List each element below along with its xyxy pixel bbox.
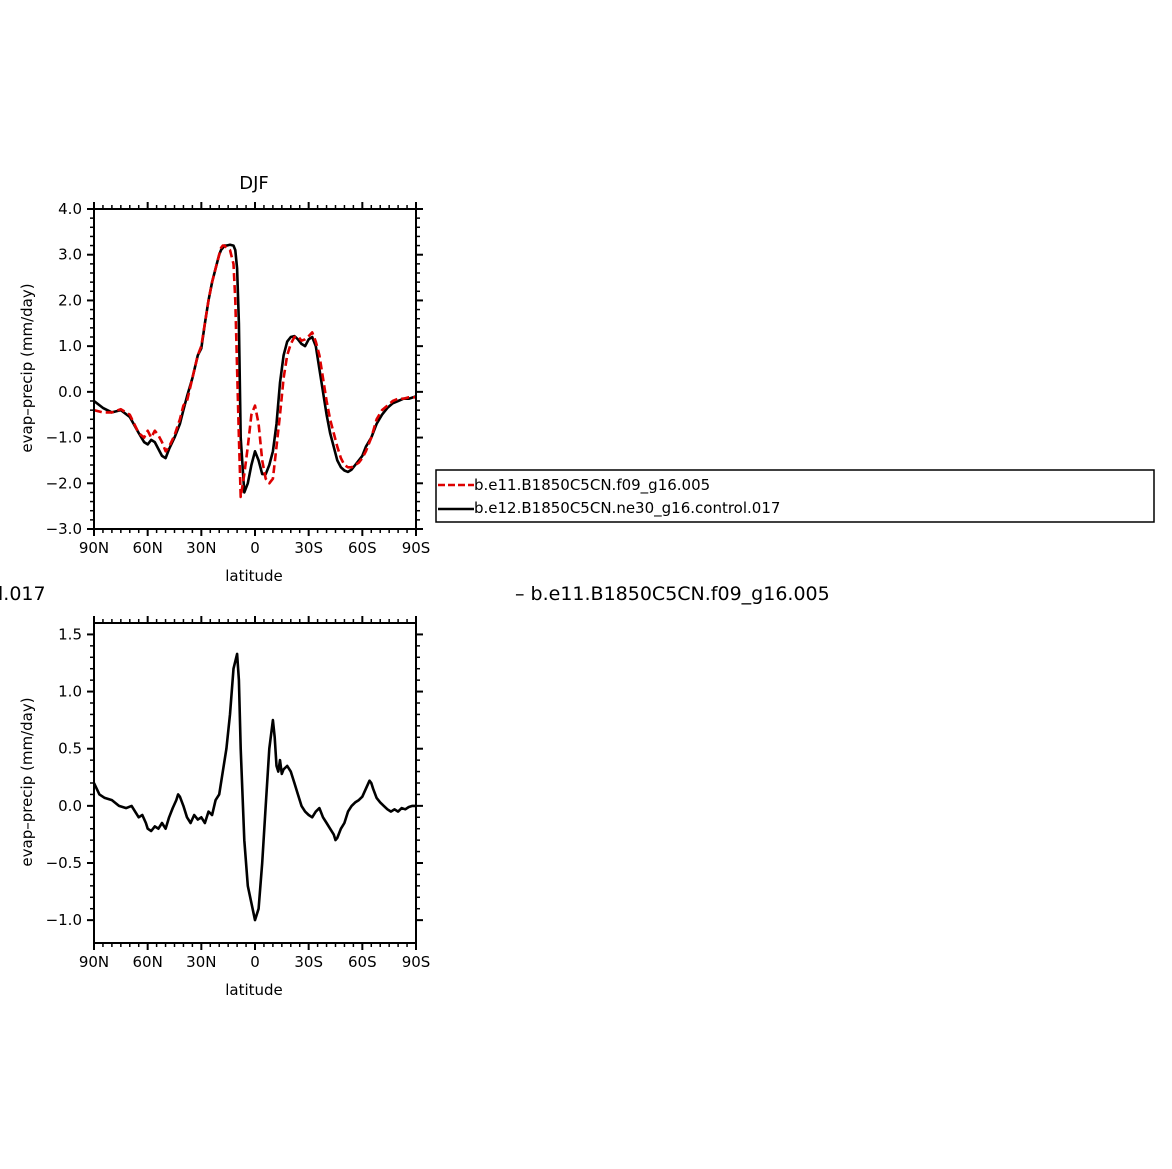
chart-title: DJF [239, 173, 269, 194]
y-tick-label: −0.5 [46, 854, 82, 872]
legend: b.e11.B1850C5CN.f09_g16.005 b.e12.B1850C… [435, 469, 1155, 523]
y-tick-label: 1.0 [58, 683, 82, 701]
y-tick-label: 2.0 [58, 291, 82, 309]
x-tick-label: 60N [133, 539, 163, 557]
clipped-series-label-left: l.017 [0, 583, 46, 605]
x-axis-label: latitude [225, 567, 283, 585]
y-tick-label: −3.0 [46, 520, 82, 538]
legend-box [435, 469, 1155, 523]
x-tick-label: 60S [348, 953, 377, 971]
y-tick-label: 4.0 [58, 200, 82, 218]
x-tick-label: 90S [402, 539, 431, 557]
y-tick-label: 0.0 [58, 797, 82, 815]
x-tick-label: 60S [348, 539, 377, 557]
x-tick-label: 90N [79, 539, 109, 557]
y-tick-label: −1.0 [46, 429, 82, 447]
y-tick-label: 3.0 [58, 246, 82, 264]
x-tick-label: 30N [186, 539, 216, 557]
x-tick-label: 30S [294, 953, 323, 971]
chart-bottom: 90N 60N 30N 0 30S 60S 90S−1.0−0.50.00.51.01.5 … [18, 616, 430, 999]
x-tick-label: 30S [294, 539, 323, 557]
y-tick-label: 1.0 [58, 337, 82, 355]
x-axis-label: latitude [225, 981, 283, 999]
legend-label-2: b.e12.B1850C5CN.ne30_g16.control.017 [474, 499, 780, 518]
y-tick-label: −1.0 [46, 911, 82, 929]
y-axis-label: evap–precip (mm/day) [18, 697, 36, 866]
x-tick-label: 90S [402, 953, 431, 971]
y-tick-label: 1.5 [58, 625, 82, 643]
y-tick-label: 0.5 [58, 740, 82, 758]
x-tick-label: 30N [186, 953, 216, 971]
x-tick-label: 90N [79, 953, 109, 971]
clipped-series-label-right: – b.e11.B1850C5CN.f09_g16.005 [515, 583, 830, 605]
series-line-2 [94, 243, 416, 494]
series-line-1 [94, 244, 416, 499]
y-tick-label: 0.0 [58, 383, 82, 401]
legend-label-1: b.e11.B1850C5CN.f09_g16.005 [474, 476, 710, 495]
x-tick-label: 60N [133, 953, 163, 971]
y-tick-label: −2.0 [46, 474, 82, 492]
y-axis-label: evap–precip (mm/day) [18, 283, 36, 452]
x-tick-label: 0 [250, 953, 260, 971]
chart-top: DJF 90N 60N 30N 0 30S 60S 90S −3.0 −2.0 −1.0 0.0 1.… [18, 173, 430, 585]
series-line-1 [94, 652, 416, 922]
x-tick-label: 0 [250, 539, 260, 557]
